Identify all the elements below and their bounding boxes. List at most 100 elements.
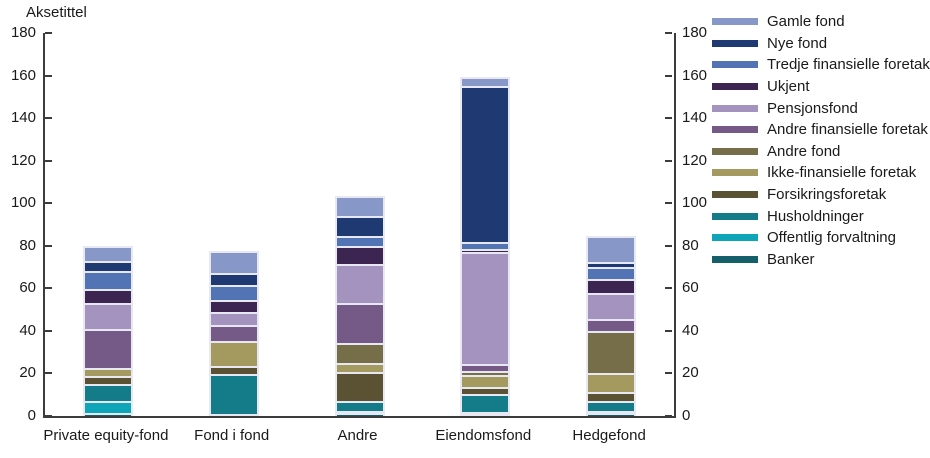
legend-label: Pensjonsfond xyxy=(767,99,858,117)
segment-offentlig-forvaltning xyxy=(336,411,383,414)
segment-banker xyxy=(84,413,131,416)
y-tick-label-left: 60 xyxy=(19,279,36,297)
y-tick-mark xyxy=(665,244,672,247)
y-tick-mark xyxy=(45,117,52,120)
y-tick-mark xyxy=(45,159,52,162)
y-tick-mark xyxy=(665,415,672,417)
segment-tredje-finansielle-foretak xyxy=(588,267,635,280)
y-tick-label-left: 100 xyxy=(10,194,36,212)
y-tick-label-right: 0 xyxy=(682,407,691,424)
segment-pensjonsfond xyxy=(84,302,131,329)
plot-area xyxy=(43,33,676,418)
segment-nye-fond xyxy=(336,215,383,237)
y-tick-label-right: 100 xyxy=(682,194,708,212)
category-label: Andre xyxy=(337,427,378,444)
y-tick-label-right: 20 xyxy=(682,364,699,382)
segment-ikke-finansielle-foretak xyxy=(588,373,635,393)
y-tick-mark xyxy=(45,244,52,247)
segment-offentlig-forvaltning xyxy=(84,400,131,414)
bar-hedgefond xyxy=(586,235,637,417)
legend-item-pensjonsfond: Pensjonsfond xyxy=(712,97,930,119)
y-tick-label-left: 40 xyxy=(19,321,36,339)
segment-forsikringsforetak xyxy=(336,371,383,402)
y-tick-mark xyxy=(45,372,52,375)
legend-item-husholdninger: Husholdninger xyxy=(712,205,930,227)
segment-andre-finansielle-foretak xyxy=(462,364,509,371)
segment-ukjent xyxy=(588,279,635,293)
y-tick-label-left: 160 xyxy=(10,66,36,84)
category-label: Hedgefond xyxy=(572,427,646,444)
y-tick-label-right: 160 xyxy=(682,66,708,84)
segment-husholdninger xyxy=(210,374,257,414)
segment-gamle-fond xyxy=(588,235,635,262)
segment-pensjonsfond xyxy=(588,292,635,320)
y-tick-mark xyxy=(45,329,52,332)
segment-andre-finansielle-foretak xyxy=(588,319,635,332)
segment-pensjonsfond xyxy=(462,252,509,365)
segment-offentlig-forvaltning xyxy=(462,411,509,414)
legend-label: Andre fond xyxy=(767,142,841,160)
segment-andre-fond xyxy=(588,331,635,374)
segment-andre-finansielle-foretak xyxy=(336,302,383,343)
segment-forsikringsforetak xyxy=(588,392,635,401)
y-tick-label-left: 80 xyxy=(19,236,36,254)
y-tick-label-left: 120 xyxy=(10,151,36,169)
y-tick-mark xyxy=(45,202,52,205)
y-tick-mark xyxy=(45,32,52,34)
legend-item-gamle-fond: Gamle fond xyxy=(712,11,930,33)
legend-label: Tredje finansielle foretak xyxy=(767,56,930,74)
category-label: Eiendomsfond xyxy=(435,427,532,444)
segment-offentlig-forvaltning xyxy=(588,411,635,414)
y-tick-label-right: 80 xyxy=(682,236,699,254)
segment-ukjent xyxy=(84,288,131,303)
segment-gamle-fond xyxy=(84,245,131,261)
segment-nye-fond xyxy=(84,260,131,271)
segment-pensjonsfond xyxy=(336,264,383,303)
segment-tredje-finansielle-foretak xyxy=(462,241,509,250)
legend-swatch-icon xyxy=(712,191,758,199)
segment-ikke-finansielle-foretak xyxy=(336,363,383,372)
y-tick-mark xyxy=(665,32,672,34)
y-tick-label-right: 60 xyxy=(682,279,699,297)
y-tick-label-left: 180 xyxy=(10,24,36,41)
y-tick-mark xyxy=(665,74,672,77)
y-tick-label-right: 180 xyxy=(682,24,708,41)
y-tick-label-left: 0 xyxy=(27,407,36,424)
segment-forsikringsforetak xyxy=(462,387,509,395)
segment-husholdninger xyxy=(336,401,383,412)
legend-swatch-icon xyxy=(712,234,758,242)
legend-item-tredje-finansielle-foretak: Tredje finansielle foretak xyxy=(712,54,930,76)
legend-item-forsikringsforetak: Forsikringsforetak xyxy=(712,184,930,206)
legend-label: Ukjent xyxy=(767,78,810,96)
segment-tredje-finansielle-foretak xyxy=(84,270,131,289)
segment-forsikringsforetak xyxy=(84,375,131,384)
y-tick-mark xyxy=(665,159,672,162)
y-tick-mark xyxy=(665,329,672,332)
y-tick-mark xyxy=(45,287,52,290)
y-tick-mark xyxy=(45,74,52,77)
segment-pensjonsfond xyxy=(210,312,257,326)
legend-item-banker: Banker xyxy=(712,249,930,271)
legend-label: Offentlig forvaltning xyxy=(767,229,896,247)
segment-ikke-finansielle-foretak xyxy=(462,374,509,388)
segment-nye-fond xyxy=(462,85,509,242)
y-tick-mark xyxy=(665,372,672,375)
y-tick-label-right: 40 xyxy=(682,321,699,339)
segment-nye-fond xyxy=(210,273,257,286)
y-tick-mark xyxy=(45,415,52,417)
segment-husholdninger xyxy=(84,383,131,401)
legend-swatch-icon xyxy=(712,104,758,112)
legend-swatch-icon xyxy=(712,61,758,69)
segment-banker xyxy=(210,413,257,416)
y-tick-label-left: 140 xyxy=(10,109,36,127)
legend-label: Forsikringsforetak xyxy=(767,186,887,204)
legend-swatch-icon xyxy=(712,212,758,220)
legend-swatch-icon xyxy=(712,169,758,177)
segment-gamle-fond xyxy=(336,195,383,216)
bar-andre xyxy=(334,195,385,416)
segment-banker xyxy=(336,413,383,416)
segment-banker xyxy=(588,413,635,417)
segment-nye-fond xyxy=(588,261,635,268)
legend-swatch-icon xyxy=(712,39,758,47)
legend-item-andre-fond: Andre fond xyxy=(712,141,930,163)
